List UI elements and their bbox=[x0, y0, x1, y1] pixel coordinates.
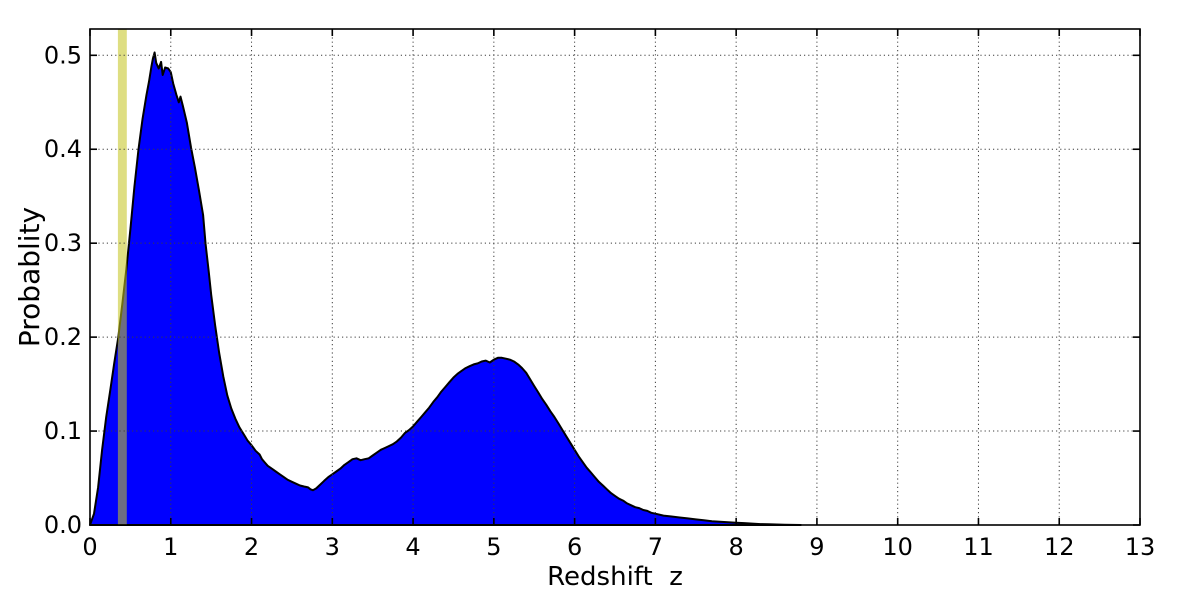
x-tick-label: 11 bbox=[963, 533, 994, 561]
x-tick-label: 6 bbox=[567, 533, 582, 561]
axis-ticks bbox=[89, 29, 1141, 526]
y-tick-label: 0.1 bbox=[44, 417, 82, 445]
y-tick-label: 0.5 bbox=[44, 41, 82, 69]
y-tick-label: 0.2 bbox=[44, 323, 82, 351]
y-tick-label: 0.0 bbox=[44, 511, 82, 539]
redshift-marker-band bbox=[117, 29, 127, 525]
x-tick-label: 1 bbox=[163, 533, 178, 561]
y-axis-label: Probablity bbox=[13, 207, 46, 347]
x-tick-label: 5 bbox=[486, 533, 501, 561]
y-tick-label: 0.4 bbox=[44, 135, 82, 163]
x-axis-label: Redshift z bbox=[547, 562, 683, 592]
x-tick-label: 3 bbox=[325, 533, 340, 561]
x-tick-label: 4 bbox=[405, 533, 420, 561]
x-tick-label: 13 bbox=[1125, 533, 1156, 561]
x-tick-label: 9 bbox=[809, 533, 824, 561]
x-tick-label: 0 bbox=[82, 533, 97, 561]
y-tick-labels: 0.0 0.1 0.2 0.3 0.4 0.5 bbox=[44, 41, 82, 539]
x-tick-label: 7 bbox=[648, 533, 663, 561]
x-tick-label: 2 bbox=[244, 533, 259, 561]
y-tick-label: 0.3 bbox=[44, 229, 82, 257]
x-tick-label: 12 bbox=[1044, 533, 1075, 561]
x-tick-labels: 0 1 2 3 4 5 6 7 8 9 10 11 12 13 bbox=[82, 533, 1155, 561]
probability-curve bbox=[89, 51, 802, 526]
x-tick-label: 10 bbox=[882, 533, 913, 561]
axes-frame bbox=[89, 28, 1141, 526]
x-tick-label: 8 bbox=[729, 533, 744, 561]
